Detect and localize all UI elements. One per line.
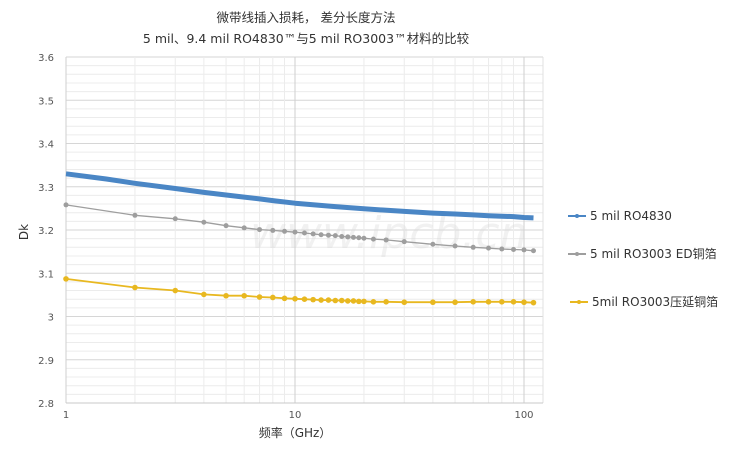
y-tick-label: 2.9	[38, 356, 54, 367]
data-point	[338, 297, 345, 304]
data-point	[486, 245, 492, 251]
data-point	[361, 235, 367, 241]
data-point	[292, 229, 298, 235]
legend-label: 5mil RO3003压延铜箔	[592, 294, 718, 309]
data-point	[350, 298, 357, 304]
data-point	[310, 296, 316, 303]
legend-label: 5 mil RO4830	[590, 209, 672, 223]
data-point	[270, 294, 276, 301]
data-point	[201, 291, 207, 298]
data-point	[339, 233, 345, 239]
data-point	[430, 299, 436, 306]
data-point	[383, 298, 389, 305]
legend-label: 5 mil RO3003 ED铜箔	[590, 246, 717, 261]
data-point	[201, 219, 207, 225]
y-tick-label: 3.3	[38, 183, 54, 194]
data-point	[172, 216, 178, 222]
data-point	[318, 232, 324, 238]
data-point	[485, 298, 492, 305]
x-axis-label: 频率（GHz）	[259, 425, 332, 440]
x-axis-ticks: 1 10 100	[63, 410, 534, 421]
y-tick-label: 3.5	[38, 96, 54, 107]
legend-marker	[575, 214, 579, 218]
data-point	[132, 284, 138, 291]
data-point	[452, 243, 458, 249]
data-point	[350, 234, 356, 240]
data-point	[530, 299, 537, 306]
data-point	[499, 298, 505, 305]
data-point	[430, 241, 436, 247]
data-point	[401, 299, 408, 306]
data-point	[356, 298, 362, 305]
data-point	[310, 231, 316, 237]
data-point	[345, 234, 351, 240]
data-point	[223, 223, 229, 229]
y-axis-label: Dk	[17, 224, 31, 240]
y-tick-label: 3.4	[38, 140, 54, 151]
chart-title: 微带线插入损耗， 差分长度方法	[217, 10, 396, 25]
data-point	[241, 225, 247, 231]
y-axis-ticks: 2.8 2.9 3 3.1 3.2 3.3 3.4 3.5 3.6	[38, 53, 54, 410]
data-point	[356, 235, 362, 241]
data-point	[132, 212, 138, 218]
data-point	[223, 292, 229, 299]
legend-marker	[575, 252, 579, 256]
legend-marker	[577, 300, 581, 304]
data-point	[510, 298, 517, 305]
data-point	[401, 239, 407, 245]
legend: 5 mil RO4830 5 mil RO3003 ED铜箔 5mil RO3003…	[568, 209, 718, 309]
data-point	[292, 295, 298, 302]
data-point	[256, 294, 263, 300]
data-point	[452, 299, 458, 306]
x-tick-label: 100	[514, 410, 533, 421]
data-point	[470, 244, 476, 250]
data-point	[257, 227, 263, 233]
series-group	[63, 171, 537, 306]
x-tick-label: 10	[289, 410, 302, 421]
data-point	[499, 246, 505, 252]
data-point	[270, 227, 276, 233]
y-tick-label: 2.8	[38, 399, 54, 410]
data-point	[301, 296, 308, 303]
data-point	[301, 230, 307, 236]
data-point	[470, 298, 476, 305]
data-point	[325, 297, 332, 303]
data-point	[172, 287, 179, 294]
y-tick-label: 3.6	[38, 53, 54, 64]
x-tick-label: 1	[63, 410, 69, 421]
data-point	[63, 202, 69, 208]
y-tick-label: 3	[48, 313, 54, 324]
data-point	[281, 295, 288, 302]
data-point	[282, 228, 288, 234]
data-point	[370, 236, 376, 242]
y-tick-label: 3.1	[38, 269, 54, 280]
data-point	[344, 298, 351, 304]
data-point	[63, 276, 69, 282]
data-point	[370, 298, 377, 305]
data-point	[521, 299, 527, 306]
data-point	[318, 297, 324, 303]
data-point	[521, 247, 527, 253]
chart-subtitle: 5 mil、9.4 mil RO4830™与5 mil RO3003™材料的比较	[143, 31, 470, 46]
data-point	[325, 232, 331, 238]
data-point	[332, 297, 339, 304]
data-point	[332, 233, 338, 239]
series-line	[65, 171, 534, 221]
data-point	[361, 298, 367, 305]
y-tick-label: 3.2	[38, 226, 54, 237]
data-point	[241, 292, 247, 299]
series-3	[63, 276, 537, 306]
series-1	[65, 171, 534, 221]
data-point	[511, 246, 517, 252]
series-2	[63, 202, 536, 254]
data-point	[383, 237, 389, 243]
data-point	[530, 248, 536, 254]
